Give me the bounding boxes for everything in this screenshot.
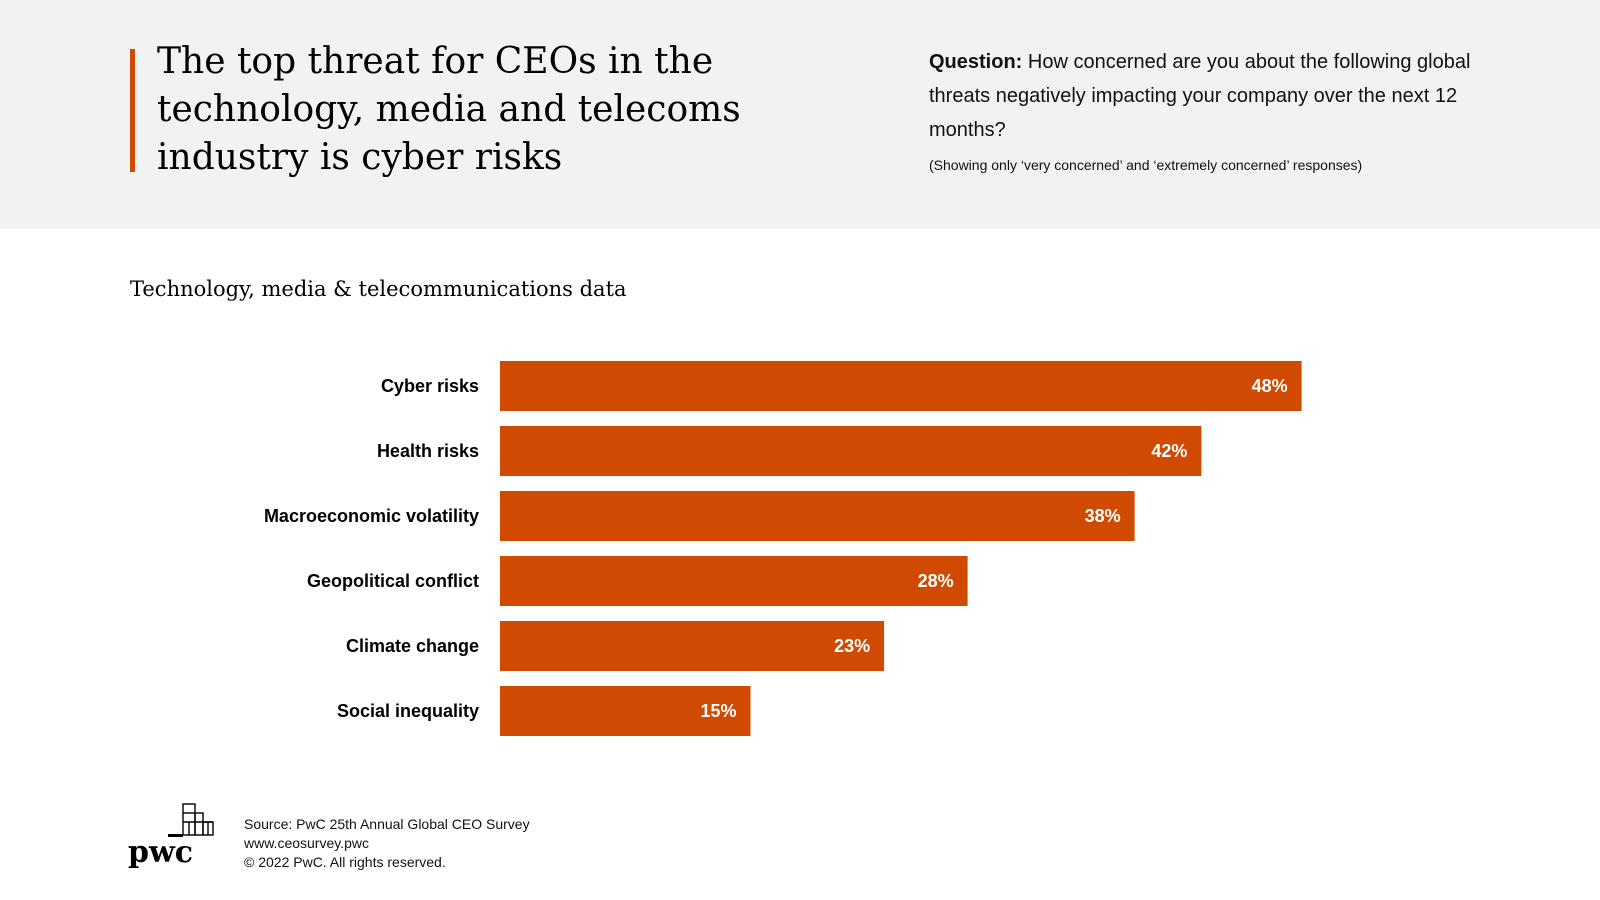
- title-accent-bar: [130, 49, 135, 172]
- bar: [500, 426, 1202, 476]
- value-label: 15%: [700, 701, 736, 721]
- bar: [500, 686, 751, 736]
- value-label: 42%: [1151, 441, 1187, 461]
- source-text: Source: PwC 25th Annual Global CEO Surve…: [244, 816, 530, 832]
- value-label: 23%: [834, 636, 870, 656]
- response-note: (Showing only ‘very concerned’ and ‘extr…: [929, 157, 1363, 173]
- question-label: Question:: [929, 51, 1023, 73]
- category-label: Health risks: [377, 441, 479, 461]
- bar: [500, 361, 1302, 411]
- bar: [500, 556, 968, 606]
- category-label: Macroeconomic volatility: [264, 506, 479, 526]
- bar-chart: Cyber risks 48% Health risks 42% Macroeconom…: [264, 361, 1302, 736]
- header-panel: The top threat for CEOs in the technolog…: [0, 0, 1600, 229]
- value-label: 48%: [1252, 376, 1288, 396]
- question-body: How concerned are you about the followin…: [929, 51, 1471, 141]
- question-text: Question: How concerned are you about th…: [929, 45, 1489, 147]
- copyright-text: © 2022 PwC. All rights reserved.: [244, 854, 446, 870]
- category-label: Geopolitical conflict: [307, 571, 479, 591]
- pwc-logo-icon: pwc: [128, 800, 228, 875]
- page-title: The top threat for CEOs in the technolog…: [157, 41, 741, 178]
- value-label: 28%: [918, 571, 954, 591]
- category-label: Cyber risks: [381, 376, 479, 396]
- category-label: Climate change: [346, 636, 479, 656]
- chart-title: Technology, media & telecommunications d…: [130, 277, 627, 301]
- category-label: Social inequality: [337, 701, 479, 721]
- footer-text: Source: PwC 25th Annual Global CEO Surve…: [244, 815, 530, 872]
- value-label: 38%: [1085, 506, 1121, 526]
- survey-url: www.ceosurvey.pwc: [244, 835, 370, 851]
- logo-text: pwc: [128, 835, 193, 870]
- bar: [500, 491, 1135, 541]
- bar: [500, 621, 885, 671]
